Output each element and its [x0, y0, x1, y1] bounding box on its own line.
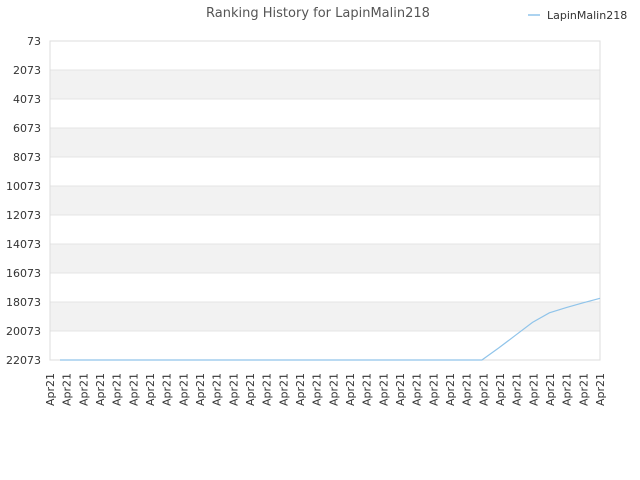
x-tick-label: Apr21: [461, 373, 474, 406]
x-tick-label: Apr21: [144, 373, 157, 406]
grid-band: [50, 128, 600, 157]
y-tick-label: 22073: [6, 354, 41, 367]
x-tick-label: Apr21: [77, 373, 90, 406]
y-tick-label: 18073: [6, 296, 41, 309]
y-tick-label: 16073: [6, 267, 41, 280]
y-axis-tick-labels: 73 2073 4073 6073 8073 10073 12073 14073 16073 18…: [6, 35, 41, 367]
y-tick-label: 6073: [13, 122, 41, 135]
legend-label-lapinmalin218: LapinMalin218: [547, 9, 627, 22]
x-tick-label: Apr21: [61, 373, 74, 406]
grid-band: [50, 244, 600, 273]
x-tick-label: Apr21: [211, 373, 224, 406]
x-axis-tick-labels: Apr21 Apr21 Apr21 Apr21 Apr21 Apr21 Apr21 Apr21…: [44, 373, 607, 406]
grid-band: [50, 302, 600, 331]
y-tick-label: 14073: [6, 238, 41, 251]
x-tick-label: Apr21: [161, 373, 174, 406]
grid-band: [50, 186, 600, 215]
y-tick-label: 73: [27, 35, 41, 48]
y-tick-label: 8073: [13, 151, 41, 164]
x-tick-label: Apr21: [444, 373, 457, 406]
x-tick-label: Apr21: [194, 373, 207, 406]
x-tick-label: Apr21: [327, 373, 340, 406]
x-tick-label: Apr21: [511, 373, 524, 406]
y-tick-label: 10073: [6, 180, 41, 193]
x-tick-label: Apr21: [94, 373, 107, 406]
x-tick-label: Apr21: [377, 373, 390, 406]
x-tick-label: Apr21: [44, 373, 57, 406]
x-tick-label: Apr21: [427, 373, 440, 406]
x-tick-label: Apr21: [177, 373, 190, 406]
y-tick-label: 12073: [6, 209, 41, 222]
x-tick-label: Apr21: [127, 373, 140, 406]
chart-title: Ranking History for LapinMalin218: [206, 6, 430, 21]
x-tick-label: Apr21: [277, 373, 290, 406]
alternating-bands: [50, 70, 600, 331]
x-tick-label: Apr21: [361, 373, 374, 406]
series-line-lapinmalin218: [60, 297, 601, 361]
x-tick-label: Apr21: [411, 373, 424, 406]
x-tick-label: Apr21: [227, 373, 240, 406]
x-tick-label: Apr21: [577, 373, 590, 406]
x-tick-label: Apr21: [261, 373, 274, 406]
y-tick-label: 20073: [6, 325, 41, 338]
x-tick-label: Apr21: [527, 373, 540, 406]
x-tick-label: Apr21: [544, 373, 557, 406]
legend[interactable]: LapinMalin218: [528, 9, 627, 22]
x-tick-label: Apr21: [394, 373, 407, 406]
x-tick-label: Apr21: [477, 373, 490, 406]
grid-band: [50, 70, 600, 99]
y-tick-label: 4073: [13, 93, 41, 106]
x-tick-label: Apr21: [344, 373, 357, 406]
x-tick-label: Apr21: [561, 373, 574, 406]
x-tick-label: Apr21: [111, 373, 124, 406]
x-tick-label: Apr21: [594, 373, 607, 406]
x-tick-label: Apr21: [311, 373, 324, 406]
series-layer: [60, 297, 601, 361]
x-tick-label: Apr21: [294, 373, 307, 406]
x-tick-label: Apr21: [244, 373, 257, 406]
y-tick-label: 2073: [13, 64, 41, 77]
x-tick-label: Apr21: [494, 373, 507, 406]
